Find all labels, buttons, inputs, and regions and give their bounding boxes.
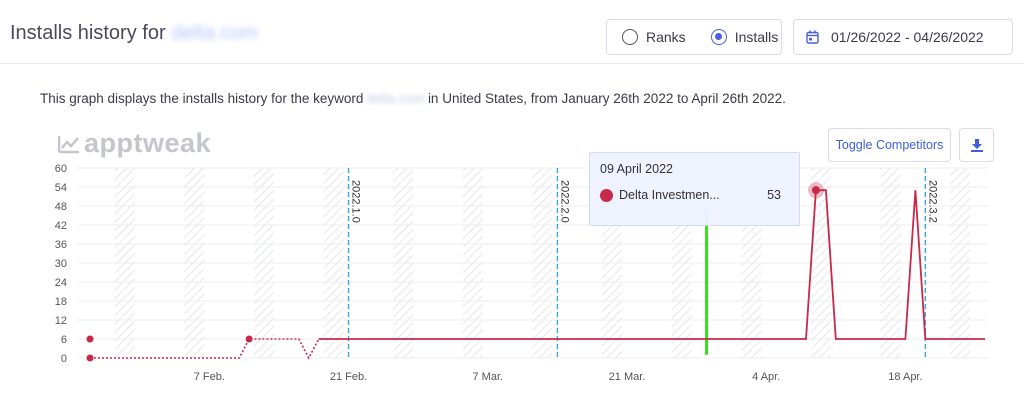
page-header: Installs history for delta.com Ranks Inst… (0, 0, 1024, 64)
y-tick-label: 42 (55, 220, 67, 232)
y-tick-label: 30 (55, 258, 67, 270)
y-tick-label: 0 (61, 353, 67, 365)
installs-radio-label: Installs (734, 29, 779, 45)
trend-chart-icon (58, 135, 79, 153)
tooltip-value: 53 (767, 188, 781, 202)
y-tick-label: 60 (55, 163, 67, 175)
series-line (318, 189, 985, 340)
ranks-radio[interactable]: Ranks (607, 20, 696, 54)
series-point-isolated (86, 335, 94, 343)
highlight-point (811, 186, 820, 195)
date-range-value: 01/26/2022 - 04/26/2022 (831, 29, 984, 45)
toggle-competitors-button[interactable]: Toggle Competitors (828, 128, 951, 162)
download-icon (970, 139, 983, 152)
x-tick-label: 4 Apr. (752, 371, 780, 383)
app-name-blurred: delta.com (171, 22, 259, 44)
date-range-picker[interactable]: 01/26/2022 - 04/26/2022 (793, 19, 1013, 55)
y-tick-label: 12 (55, 315, 67, 327)
description-prefix: This graph displays the installs history… (40, 91, 364, 106)
ranks-radio-circle[interactable] (622, 29, 638, 45)
y-tick-label: 48 (55, 201, 67, 213)
x-tick-label: 21 Mar. (609, 371, 646, 383)
y-tick-label: 24 (55, 277, 67, 289)
ranks-radio-label: Ranks (646, 29, 686, 45)
tooltip-series-name: Delta Investmen... (619, 188, 720, 202)
y-tick-label: 6 (61, 334, 67, 346)
x-tick-label: 7 Mar. (472, 371, 503, 383)
y-tick-label: 36 (55, 239, 67, 251)
version-marker-label: 2022.1.0 (350, 180, 362, 223)
calendar-icon (806, 30, 819, 44)
toggle-competitors-label: Toggle Competitors (835, 138, 944, 152)
apptweak-logo: apptweak (58, 128, 211, 159)
version-marker-label: 2022.2.0 (558, 180, 570, 223)
y-tick-label: 18 (55, 296, 67, 308)
x-tick-label: 18 Apr. (888, 371, 922, 383)
y-tick-label: 54 (55, 182, 67, 194)
x-tick-label: 7 Feb. (194, 371, 225, 383)
series-point (245, 335, 253, 343)
series-color-dot (600, 188, 613, 202)
version-marker-label: 2022.3.2 (926, 180, 938, 223)
series-point (86, 354, 94, 362)
keyword-blurred: delta.com (366, 91, 425, 106)
tooltip-date: 09 April 2022 (600, 162, 673, 176)
page-title: Installs history for delta.com (10, 22, 258, 45)
installs-chart: 0 6 12 18 24 30 36 42 48 54 60 7 Feb. 21 Feb. 7 Mar. 2… (55, 163, 988, 383)
logo-text: apptweak (84, 128, 212, 158)
x-tick-label: 21 Feb. (330, 371, 367, 383)
series-line-dotted (90, 338, 320, 360)
description-suffix: in United States, from January 26th 2022… (427, 91, 786, 106)
metric-toggle: Ranks Installs (606, 19, 782, 55)
installs-radio[interactable]: Installs (696, 20, 789, 54)
chart-description: This graph displays the installs history… (40, 91, 786, 106)
download-button[interactable] (959, 128, 994, 162)
chart-tooltip: 09 April 2022 Delta Investmen... 53 (589, 152, 800, 226)
tooltip-series-row: Delta Investmen... 53 (600, 188, 789, 202)
page-title-text: Installs history for (10, 22, 166, 44)
installs-radio-circle[interactable] (710, 29, 727, 45)
